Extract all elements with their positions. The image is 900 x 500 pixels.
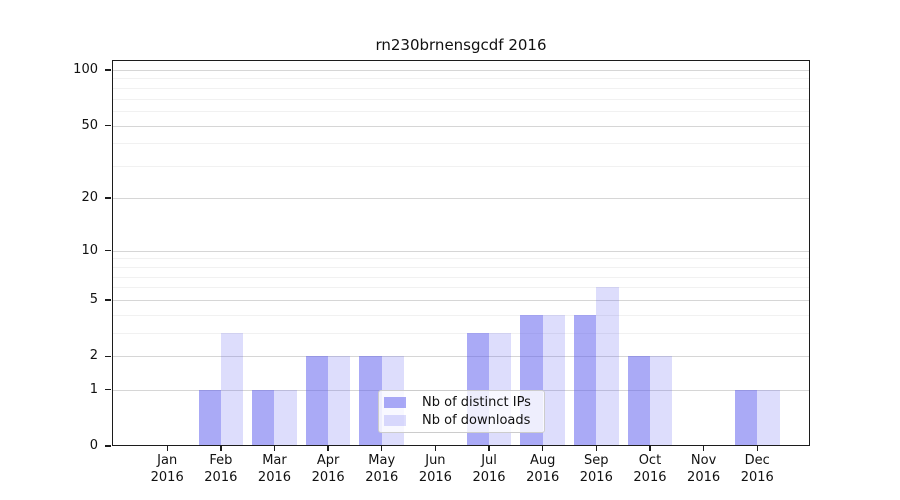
x-tick-label: Apr 2016: [311, 453, 345, 485]
gridline-minor: [113, 166, 809, 168]
x-tick-label: May 2016: [365, 453, 399, 485]
gridline-major: [113, 197, 809, 199]
y-tick-label: 10: [81, 242, 98, 258]
bar-nb-of-downloads-feb: [220, 333, 244, 445]
x-tick-mark: [166, 446, 168, 451]
bar-nb-of-downloads-mar: [274, 389, 297, 445]
x-tick-label: Jun 2016: [418, 453, 452, 485]
bar-nb-of-downloads-sep: [596, 287, 619, 445]
y-tick-label: 2: [89, 348, 98, 364]
y-tick-mark: [105, 249, 111, 252]
legend-entry-distinct-ips: Nb of distinct IPs: [379, 395, 544, 410]
gridline-major: [113, 300, 809, 302]
y-tick-mark: [105, 445, 111, 447]
x-tick-mark: [649, 446, 651, 451]
plot-border: [112, 60, 810, 446]
x-tick-label: Nov 2016: [687, 453, 721, 485]
gridline-minor: [113, 111, 809, 113]
bar-nb-of-distinct-ips-oct: [627, 356, 650, 445]
gridline-minor: [113, 266, 809, 268]
gridline-minor: [113, 314, 809, 316]
y-tick-label: 20: [81, 189, 98, 205]
bar-nb-of-distinct-ips-may: [359, 356, 382, 445]
bar-nb-of-downloads-oct: [649, 356, 673, 445]
legend-label-downloads: Nb of downloads: [422, 412, 531, 428]
y-tick-label: 0: [89, 438, 98, 453]
x-tick-label: Aug 2016: [526, 453, 560, 485]
bar-nb-of-downloads-aug: [542, 314, 565, 445]
legend: Nb of distinct IPs Nb of downloads: [378, 390, 545, 433]
bar-nb-of-distinct-ips-apr: [305, 356, 329, 445]
legend-swatch-distinct-ips: [384, 397, 406, 409]
chart-title: rn230brnensgcdf 2016: [375, 36, 547, 54]
bar-nb-of-downloads-dec: [757, 389, 780, 445]
gridline-minor: [113, 78, 809, 80]
y-tick-mark: [105, 388, 111, 391]
gridline-minor: [113, 258, 809, 260]
x-tick-mark: [488, 446, 490, 451]
legend-swatch-downloads: [384, 414, 406, 426]
bar-nb-of-distinct-ips-feb: [198, 389, 221, 445]
bar-nb-of-distinct-ips-dec: [734, 389, 758, 445]
gridline-minor: [113, 287, 809, 289]
x-tick-label: Oct 2016: [633, 453, 667, 485]
bar-nb-of-distinct-ips-sep: [574, 314, 597, 445]
y-tick-label: 1: [89, 381, 98, 397]
x-tick-label: Dec 2016: [740, 453, 774, 485]
gridline-major: [113, 125, 809, 127]
x-tick-mark: [756, 446, 758, 451]
legend-entry-downloads: Nb of downloads: [379, 413, 544, 428]
y-tick-label: 50: [81, 117, 98, 133]
x-tick-label: Jan 2016: [150, 453, 184, 485]
x-tick-mark: [273, 446, 276, 451]
gridline-major: [113, 70, 809, 71]
y-tick-mark: [105, 124, 111, 127]
bar-nb-of-downloads-apr: [328, 356, 351, 445]
x-tick-mark: [541, 446, 544, 451]
gridline-major: [113, 356, 809, 358]
x-tick-mark: [702, 446, 705, 451]
legend-label-distinct-ips: Nb of distinct IPs: [422, 395, 531, 411]
y-tick-mark: [105, 355, 111, 358]
gridline-minor: [113, 333, 809, 335]
x-tick-mark: [434, 446, 437, 451]
y-tick-mark: [105, 197, 111, 199]
gridline-minor: [113, 98, 809, 100]
y-tick-label: 100: [73, 62, 98, 77]
gridline-minor: [113, 276, 809, 278]
y-tick-mark: [105, 69, 111, 71]
bar-nb-of-distinct-ips-mar: [252, 389, 275, 445]
y-tick-mark: [105, 299, 111, 301]
x-tick-mark: [381, 446, 383, 451]
x-tick-mark: [327, 446, 329, 451]
x-tick-label: Sep 2016: [579, 453, 613, 485]
y-tick-label: 5: [89, 292, 98, 308]
gridline-major: [113, 250, 809, 252]
gridline-minor: [113, 87, 809, 89]
gridline-minor: [113, 143, 809, 145]
x-tick-mark: [595, 446, 597, 451]
x-tick-label: Mar 2016: [257, 453, 292, 485]
x-tick-label: Jul 2016: [472, 453, 506, 485]
x-tick-mark: [220, 446, 222, 451]
x-tick-label: Feb 2016: [204, 453, 238, 485]
